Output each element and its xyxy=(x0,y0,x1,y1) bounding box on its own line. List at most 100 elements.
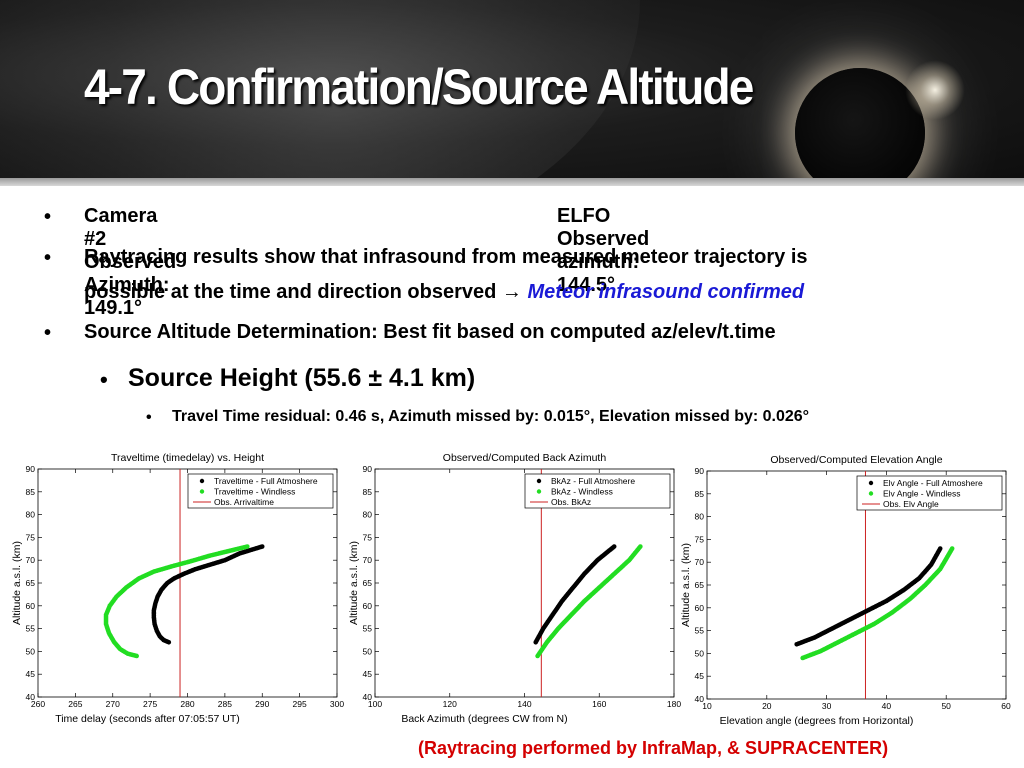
data-point xyxy=(577,603,583,609)
data-point xyxy=(234,546,239,552)
data-point xyxy=(824,628,830,634)
data-point xyxy=(219,558,225,564)
data-point xyxy=(128,652,133,657)
data-point xyxy=(578,602,584,607)
data-point xyxy=(948,548,953,554)
data-point xyxy=(912,579,917,585)
data-point xyxy=(158,635,164,640)
data-point xyxy=(806,653,811,658)
x-axis-label: Elevation angle (degrees from Horizontal… xyxy=(720,715,914,727)
data-point xyxy=(936,567,942,573)
data-point xyxy=(600,582,605,587)
data-point xyxy=(822,646,828,652)
data-point xyxy=(913,591,919,596)
data-point xyxy=(827,627,833,633)
y-axis-label: Altitude a.s.l. (km) xyxy=(348,541,360,625)
data-point xyxy=(937,546,943,551)
y-tick-label: 90 xyxy=(695,466,705,476)
data-point xyxy=(829,643,834,648)
x-tick-label: 280 xyxy=(180,699,194,709)
y-tick-label: 70 xyxy=(363,555,373,565)
bullet-camera-azimuth: Camera #2 Observed Azimuth: 149.1° xyxy=(84,205,177,319)
data-point xyxy=(229,548,235,553)
data-point xyxy=(174,562,180,568)
data-point xyxy=(239,550,244,556)
data-point xyxy=(900,602,905,607)
data-point xyxy=(152,621,157,627)
data-point xyxy=(155,594,160,599)
data-point xyxy=(615,568,620,574)
data-point xyxy=(123,585,129,590)
data-point xyxy=(163,638,169,644)
data-point xyxy=(565,591,571,597)
data-point xyxy=(141,574,146,579)
data-point xyxy=(905,584,911,590)
legend-box xyxy=(524,473,671,509)
data-point xyxy=(909,581,915,587)
data-point xyxy=(559,598,565,604)
data-point xyxy=(568,587,574,593)
data-point xyxy=(201,564,207,569)
data-point xyxy=(945,554,950,560)
data-point xyxy=(215,551,221,557)
data-point xyxy=(606,576,611,582)
chart-title: Observed/Computed Elevation Angle xyxy=(770,454,942,466)
data-point xyxy=(919,573,924,578)
data-point xyxy=(570,585,576,590)
data-point xyxy=(819,631,824,637)
data-point xyxy=(213,560,219,566)
data-point xyxy=(541,624,547,630)
data-point xyxy=(884,613,890,619)
data-point xyxy=(242,549,247,555)
data-point xyxy=(598,584,603,589)
data-point xyxy=(142,573,148,579)
data-point xyxy=(552,630,558,635)
data-point xyxy=(603,578,609,584)
data-point xyxy=(859,611,864,616)
data-point xyxy=(103,618,109,624)
data-point xyxy=(936,549,941,554)
data-point xyxy=(580,600,586,605)
chart-3: Observed/Computed Elevation Angle 10 20 30 4… xyxy=(680,454,1011,727)
data-point xyxy=(885,612,891,618)
data-point xyxy=(176,562,182,567)
data-point xyxy=(249,547,255,553)
y-tick-label: 65 xyxy=(363,578,373,588)
data-point xyxy=(947,550,953,555)
data-point xyxy=(184,570,189,576)
data-point xyxy=(106,629,111,634)
data-point xyxy=(861,627,866,632)
data-point xyxy=(932,556,937,561)
data-point xyxy=(567,613,573,619)
bullet-marker: • xyxy=(100,367,108,392)
data-point xyxy=(833,641,839,646)
data-point xyxy=(553,607,559,612)
data-point xyxy=(564,592,570,598)
legend-label: Elv Angle - Windless xyxy=(883,489,960,499)
data-point xyxy=(151,613,157,618)
data-point xyxy=(258,544,264,550)
data-point xyxy=(859,627,865,633)
chart-2: Observed/Computed Back Azimuth 100 120 140 1… xyxy=(348,452,681,725)
data-point xyxy=(857,611,863,617)
data-point xyxy=(145,572,151,577)
y-tick-label: 65 xyxy=(26,578,36,588)
y-tick-label: 75 xyxy=(695,534,705,544)
y-axis-label: Altitude a.s.l. (km) xyxy=(680,543,692,627)
data-point xyxy=(216,551,222,556)
data-point xyxy=(869,622,874,628)
data-point xyxy=(603,551,609,556)
data-point xyxy=(164,565,169,571)
data-point xyxy=(106,605,112,610)
data-point xyxy=(240,545,245,550)
data-point xyxy=(586,567,591,572)
data-point xyxy=(156,631,161,636)
data-point xyxy=(904,599,909,604)
data-point xyxy=(170,577,175,582)
credit-note: (Raytracing performed by InfraMap, & SUP… xyxy=(418,738,889,758)
data-point xyxy=(911,593,917,598)
data-point xyxy=(113,642,119,647)
data-point xyxy=(199,555,205,561)
data-point xyxy=(540,627,545,633)
data-point xyxy=(197,565,202,571)
